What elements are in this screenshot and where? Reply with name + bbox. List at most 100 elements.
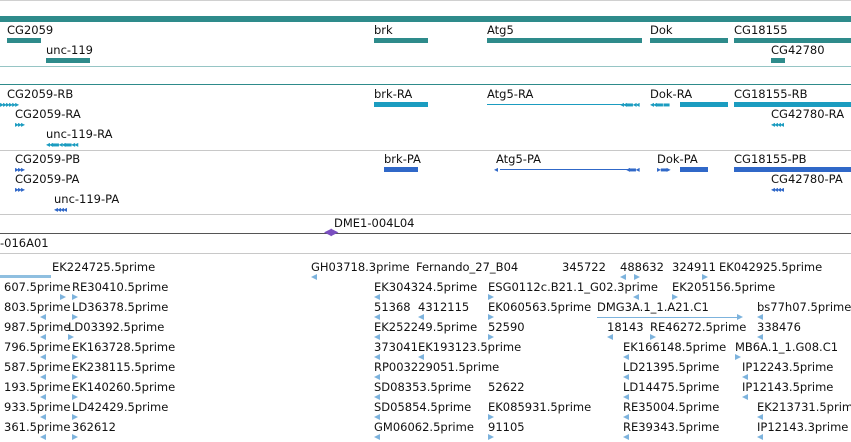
est-label[interactable]: MB6A.1_1.G08.C1 xyxy=(735,340,839,354)
est-label[interactable]: 796.5prime xyxy=(4,340,71,354)
est-label[interactable]: SD08353.5prime xyxy=(374,380,472,394)
est-label[interactable]: 987.5prime xyxy=(4,320,71,334)
gene-bar-unc119[interactable] xyxy=(46,58,90,63)
protein-arrows-atg5-pa[interactable]: ◂▬◂ xyxy=(626,165,640,174)
gene-label-dok[interactable]: Dok xyxy=(650,23,673,37)
protein-line-atg5-pa[interactable] xyxy=(500,169,628,170)
est-bar[interactable] xyxy=(374,394,380,400)
protein-label-dok-pa[interactable]: Dok-PA xyxy=(657,152,698,166)
gene-bar-cg42780[interactable] xyxy=(771,58,785,63)
contig-marker-dme1[interactable]: ◀▶ xyxy=(324,227,338,238)
est-bar[interactable] xyxy=(40,334,46,340)
est-label[interactable]: SD05854.5prime xyxy=(374,400,472,414)
est-bar[interactable] xyxy=(374,294,380,300)
gene-bar-cg18155[interactable] xyxy=(734,38,851,43)
est-label[interactable]: EK042925.5prime xyxy=(719,260,823,274)
est-bar[interactable] xyxy=(40,414,46,420)
est-bar[interactable] xyxy=(737,314,743,320)
transcript-arrows-unc119-ra[interactable]: ◂◂▬◂◂▬◂◂ xyxy=(46,140,78,149)
gene-label-cg2059[interactable]: CG2059 xyxy=(7,23,54,37)
gene-bar-cg2059[interactable] xyxy=(7,38,41,43)
est-label[interactable]: EK193123.5prime xyxy=(418,340,522,354)
est-bar[interactable] xyxy=(620,274,626,280)
est-label[interactable]: 587.5prime xyxy=(4,360,71,374)
est-bar[interactable] xyxy=(623,394,629,400)
est-label[interactable]: IP12143.5prime xyxy=(742,380,834,394)
est-label[interactable]: EK085931.5prime xyxy=(488,400,592,414)
est-label[interactable]: EK060563.5prime xyxy=(488,300,592,314)
est-label[interactable]: LD36378.5prime xyxy=(72,300,169,314)
est-bar[interactable] xyxy=(374,314,380,320)
est-bar[interactable] xyxy=(672,294,678,300)
est-bar[interactable] xyxy=(488,314,494,320)
est-bar[interactable] xyxy=(488,334,494,340)
est-label[interactable]: LD21395.5prime xyxy=(623,360,720,374)
est-bar[interactable] xyxy=(757,414,763,420)
protein-bar-cg18155-pb[interactable] xyxy=(734,167,851,172)
est-bar[interactable] xyxy=(374,414,380,420)
est-label[interactable]: DMG3A.1_1.A21.C1 xyxy=(597,300,709,314)
est-label[interactable]: 193.5prime xyxy=(4,380,71,394)
est-bar[interactable] xyxy=(633,294,639,300)
est-bar[interactable] xyxy=(40,434,46,440)
transcript-arrows-dok-ra[interactable]: ◂◂▬▬ xyxy=(650,100,670,109)
est-bar[interactable] xyxy=(72,354,78,360)
protein-arrows-cg2059-pa[interactable]: ▸▸▸ xyxy=(15,185,25,194)
est-label[interactable]: 933.5prime xyxy=(4,400,71,414)
protein-label-brk-pa[interactable]: brk-PA xyxy=(384,152,421,166)
est-label[interactable]: 18143 xyxy=(607,320,644,334)
est-label[interactable]: GM06062.5prime xyxy=(374,420,474,434)
protein-label-atg5-pa[interactable]: Atg5-PA xyxy=(496,152,542,166)
est-bar[interactable] xyxy=(757,334,763,340)
est-label[interactable]: EK252249.5prime xyxy=(374,320,478,334)
protein-label-cg42780-pa[interactable]: CG42780-PA xyxy=(771,172,843,186)
est-label[interactable]: 373041 xyxy=(374,340,418,354)
est-bar[interactable] xyxy=(623,414,629,420)
est-bar[interactable] xyxy=(634,274,640,280)
est-label[interactable]: 362612 xyxy=(72,420,116,434)
transcript-arrows-cg42780-ra[interactable]: ◂◂◂◂ xyxy=(771,120,784,129)
est-bar[interactable] xyxy=(72,394,78,400)
est-bar[interactable] xyxy=(374,354,380,360)
transcript-line-atg5-ra[interactable] xyxy=(487,104,632,105)
est-label[interactable]: 607.5prime xyxy=(4,280,71,294)
est-bar[interactable] xyxy=(757,434,763,440)
est-label[interactable]: EK140260.5prime xyxy=(72,380,176,394)
gene-bar-atg5[interactable] xyxy=(487,38,642,43)
est-label[interactable]: IP12243.5prime xyxy=(742,360,834,374)
est-label[interactable]: ESG0112c.B21.1_G02.3prime xyxy=(488,280,658,294)
gene-label-cg42780[interactable]: CG42780 xyxy=(771,43,825,57)
gene-label-cg18155[interactable]: CG18155 xyxy=(734,23,788,37)
est-label[interactable]: EK238115.5prime xyxy=(72,360,176,374)
gene-label-atg5[interactable]: Atg5 xyxy=(487,23,514,37)
est-bar[interactable] xyxy=(623,434,629,440)
transcript-bar-brk-ra[interactable] xyxy=(374,102,428,107)
est-bar[interactable] xyxy=(650,334,656,340)
protein-label-unc119-pa[interactable]: unc-119-PA xyxy=(54,192,120,206)
est-label[interactable]: IP12143.3prime xyxy=(757,420,849,434)
est-bar[interactable] xyxy=(68,334,74,340)
transcript-label-brk-ra[interactable]: brk-RA xyxy=(374,87,413,101)
est-label[interactable]: RE30410.5prime xyxy=(72,280,169,294)
gene-bar-dok[interactable] xyxy=(650,38,728,43)
est-label[interactable]: RP003229051.5prime xyxy=(374,360,500,374)
est-label[interactable]: LD03392.5prime xyxy=(68,320,165,334)
est-bar[interactable] xyxy=(418,354,424,360)
est-label[interactable]: 91105 xyxy=(488,420,525,434)
est-label[interactable]: 51368 xyxy=(374,300,411,314)
est-label[interactable]: EK304324.5prime xyxy=(374,280,478,294)
transcript-label-cg18155-rb[interactable]: CG18155-RB xyxy=(734,87,808,101)
protein-label-cg2059-pb[interactable]: CG2059-PB xyxy=(15,152,81,166)
est-bar[interactable] xyxy=(488,294,494,300)
est-label[interactable]: 52590 xyxy=(488,320,525,334)
est-label[interactable]: EK205156.5prime xyxy=(672,280,776,294)
transcript-arrows-cg2059-rb[interactable]: ▸▸▸▸▸▸ xyxy=(0,100,19,109)
est-bar[interactable] xyxy=(311,274,317,280)
est-label[interactable]: EK224725.5prime xyxy=(52,260,156,274)
est-bar[interactable] xyxy=(0,275,51,278)
transcript-arrows-cg2059-ra[interactable]: ▸▸▸ xyxy=(15,120,25,129)
est-bar[interactable] xyxy=(72,414,78,420)
est-bar[interactable] xyxy=(742,374,748,380)
est-bar[interactable] xyxy=(374,374,380,380)
transcript-label-atg5-ra[interactable]: Atg5-RA xyxy=(487,87,534,101)
